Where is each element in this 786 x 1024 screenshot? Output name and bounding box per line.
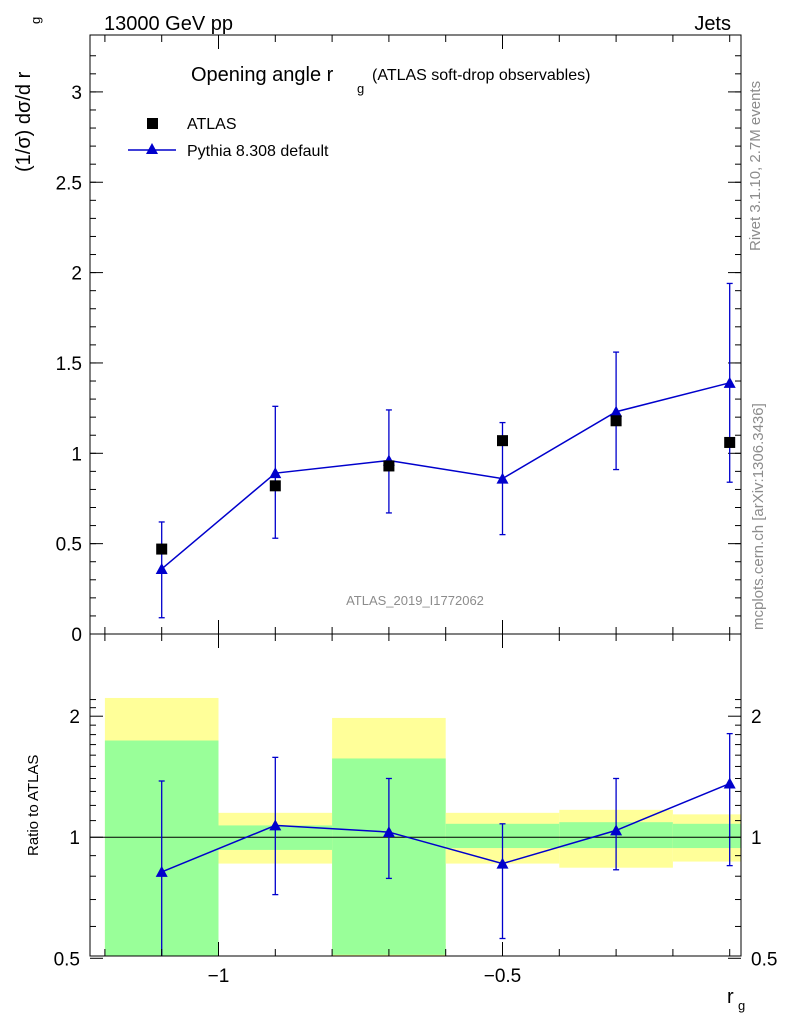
atlas-data-point bbox=[724, 436, 736, 448]
x-axis-label-subscript: g bbox=[738, 998, 745, 1013]
main-y-tick-label: 1.5 bbox=[56, 354, 82, 375]
atlas-data-points bbox=[156, 415, 736, 555]
main-y-tick-label: 2 bbox=[71, 264, 82, 285]
ratio-series-line bbox=[161, 782, 730, 873]
ratio-y-tick-label: 1 bbox=[69, 828, 80, 849]
plot-title-suffix: (ATLAS soft-drop observables) bbox=[372, 67, 590, 84]
atlas-data-point bbox=[156, 543, 168, 555]
main-y-tick-label: 0 bbox=[71, 625, 82, 646]
ratio-y-tick-label-right: 1 bbox=[751, 828, 762, 849]
main-y-tick-label: 1 bbox=[71, 444, 82, 465]
ratio-y-tick-label-right: 2 bbox=[751, 707, 762, 728]
x-tick-label: −1 bbox=[208, 966, 230, 987]
ratio-point bbox=[382, 826, 395, 838]
ratio-plot-frame bbox=[89, 633, 742, 957]
ratio-series-points bbox=[155, 732, 736, 956]
main-y-tick-label: 3 bbox=[71, 83, 82, 104]
mc-series-line bbox=[161, 382, 730, 570]
x-axis-label: r bbox=[727, 986, 734, 1008]
header-process-label: Jets bbox=[694, 13, 731, 35]
mcplots-reference-label: mcplots.cern.ch [arXiv:1306.3436] bbox=[750, 403, 767, 630]
main-y-tick-labels: 0 0.5 1 1.5 2 2.5 3 bbox=[56, 83, 82, 646]
mc-point bbox=[269, 467, 282, 479]
atlas-data-point bbox=[383, 460, 395, 472]
mc-point bbox=[610, 405, 623, 417]
legend: ATLAS Pythia 8.308 default bbox=[128, 116, 329, 160]
analysis-label: ATLAS_2019_I1772062 bbox=[346, 593, 484, 608]
x-tick-label: −0.5 bbox=[484, 966, 522, 987]
ratio-point bbox=[610, 824, 623, 836]
mc-series-points bbox=[155, 282, 736, 619]
plot-title-main: Opening angle r bbox=[191, 64, 334, 86]
ratio-point bbox=[269, 819, 282, 831]
ratio-point bbox=[155, 865, 168, 877]
atlas-data-point bbox=[269, 480, 281, 492]
main-y-tick-label: 0.5 bbox=[56, 535, 82, 556]
plot-title-subscript: g bbox=[357, 81, 364, 96]
ratio-point bbox=[496, 857, 509, 869]
main-y-axis-label-subscript: g bbox=[28, 17, 43, 24]
mc-point bbox=[155, 562, 168, 574]
atlas-data-point bbox=[497, 435, 508, 447]
ratio-axis-ticks bbox=[90, 634, 741, 959]
ratio-uncertainty-bands bbox=[104, 697, 741, 956]
mc-point bbox=[496, 472, 509, 484]
atlas-data-point bbox=[610, 415, 622, 427]
legend-atlas-label: ATLAS bbox=[187, 116, 237, 133]
ratio-plot-panel: 0.5 0.5 1 1 2 2 −1 −0.5 Ratio to ATLAS r g bbox=[25, 633, 778, 1013]
main-y-axis-label: (1/σ) dσ/d r bbox=[13, 71, 35, 172]
ratio-point bbox=[723, 777, 736, 789]
ratio-y-tick-label: 0.5 bbox=[54, 949, 80, 970]
ratio-y-axis-label: Ratio to ATLAS bbox=[25, 755, 42, 856]
legend-atlas-marker bbox=[147, 118, 158, 129]
ratio-y-tick-label: 2 bbox=[69, 707, 80, 728]
header-beam-label: 13000 GeV pp bbox=[104, 13, 233, 35]
legend-mc-label: Pythia 8.308 default bbox=[187, 143, 329, 160]
plot-title: Opening angle r bbox=[191, 64, 334, 86]
mc-point bbox=[723, 376, 736, 388]
main-y-tick-label: 2.5 bbox=[56, 173, 82, 194]
main-plot-panel: 0 0.5 1 1.5 2 2.5 3 ATLAS_2019_I1772062 Openin… bbox=[13, 17, 742, 646]
ratio-inner-band bbox=[672, 823, 741, 849]
ratio-y-tick-label-right: 0.5 bbox=[751, 949, 777, 970]
legend-mc-marker bbox=[146, 143, 158, 154]
rivet-version-label: Rivet 3.1.10, 2.7M events bbox=[747, 81, 764, 251]
ratio-tick-labels: 0.5 0.5 1 1 2 2 −1 −0.5 bbox=[54, 707, 778, 987]
